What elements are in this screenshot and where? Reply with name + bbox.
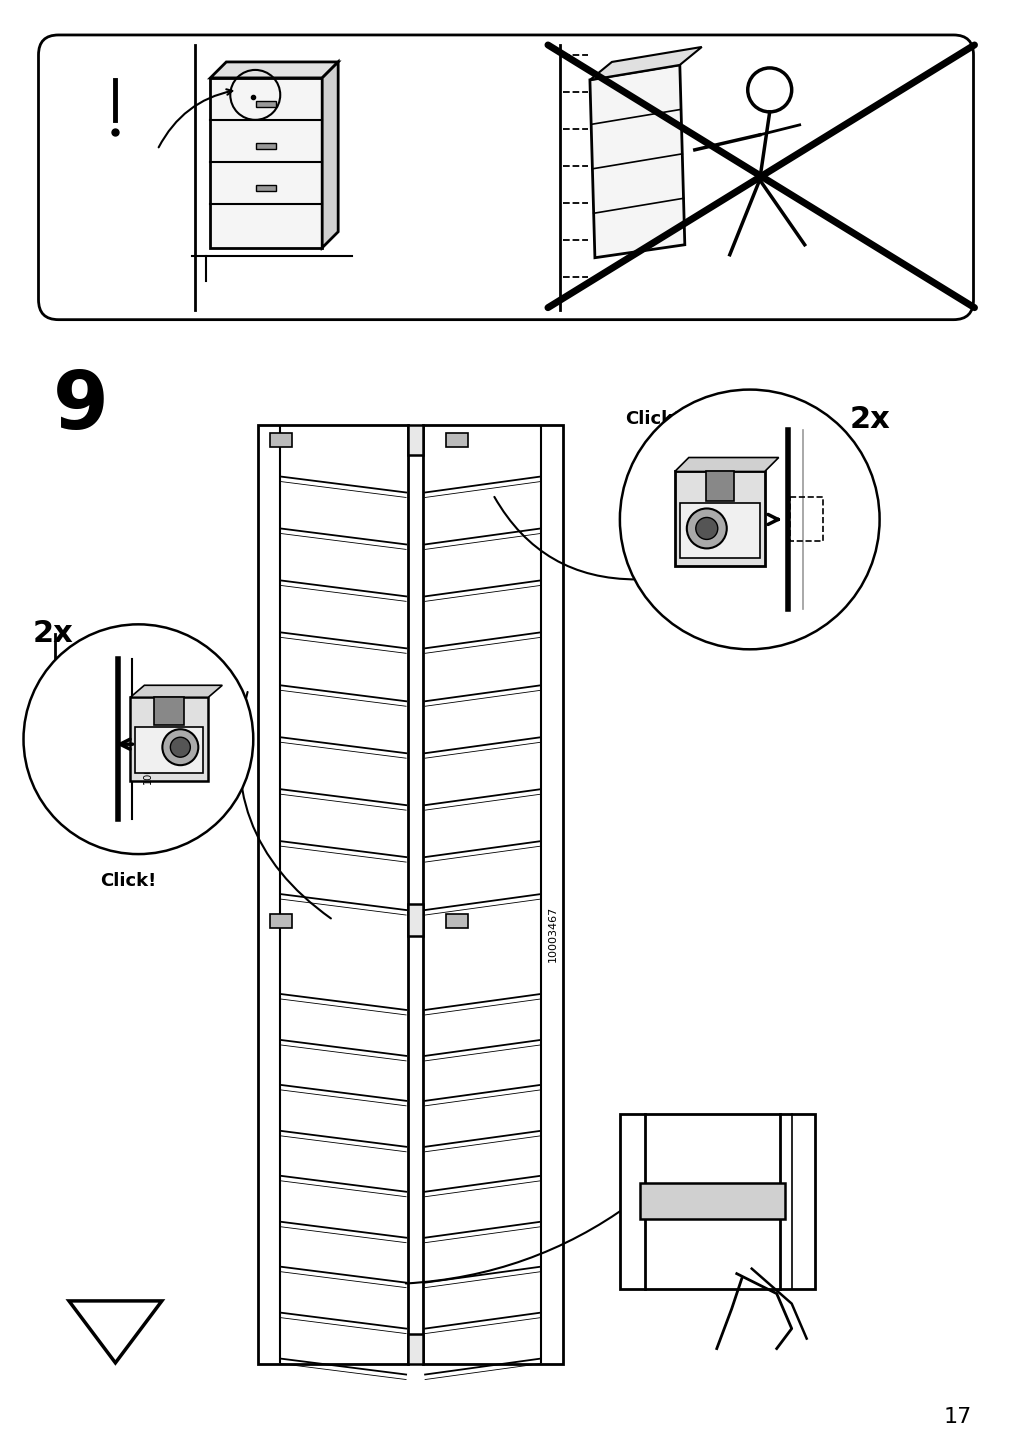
Polygon shape [258, 424, 407, 1363]
Text: 2x: 2x [849, 405, 890, 434]
Text: 10003467: 10003467 [547, 906, 557, 962]
Polygon shape [589, 47, 701, 80]
Circle shape [162, 729, 198, 765]
Polygon shape [155, 697, 184, 725]
Polygon shape [620, 1114, 814, 1289]
Bar [256, 185, 276, 190]
Polygon shape [589, 64, 684, 258]
Text: 9: 9 [53, 368, 108, 445]
Text: Click!: Click! [100, 872, 157, 891]
Polygon shape [135, 727, 203, 773]
Text: 10003467: 10003467 [144, 735, 154, 783]
Text: Click!: Click! [624, 410, 680, 428]
Polygon shape [130, 686, 222, 697]
FancyBboxPatch shape [38, 34, 973, 319]
Polygon shape [210, 77, 321, 248]
Polygon shape [210, 62, 338, 77]
Circle shape [23, 624, 253, 853]
Polygon shape [407, 904, 423, 937]
Bar [270, 914, 292, 928]
Polygon shape [130, 697, 208, 782]
Polygon shape [674, 457, 777, 471]
Bar [446, 914, 467, 928]
Polygon shape [705, 471, 733, 501]
Polygon shape [407, 1333, 423, 1363]
Bar [270, 432, 292, 447]
Circle shape [696, 517, 717, 540]
Polygon shape [407, 424, 423, 454]
Circle shape [170, 737, 190, 758]
Polygon shape [321, 62, 338, 248]
Polygon shape [423, 424, 562, 1363]
Polygon shape [679, 504, 759, 558]
Text: 2x: 2x [32, 620, 73, 649]
Bar [446, 432, 467, 447]
Bar [256, 100, 276, 107]
Circle shape [620, 390, 879, 649]
Polygon shape [639, 1183, 784, 1219]
Polygon shape [674, 471, 764, 567]
Text: 17: 17 [942, 1406, 971, 1426]
Bar [256, 143, 276, 149]
Circle shape [686, 508, 726, 548]
